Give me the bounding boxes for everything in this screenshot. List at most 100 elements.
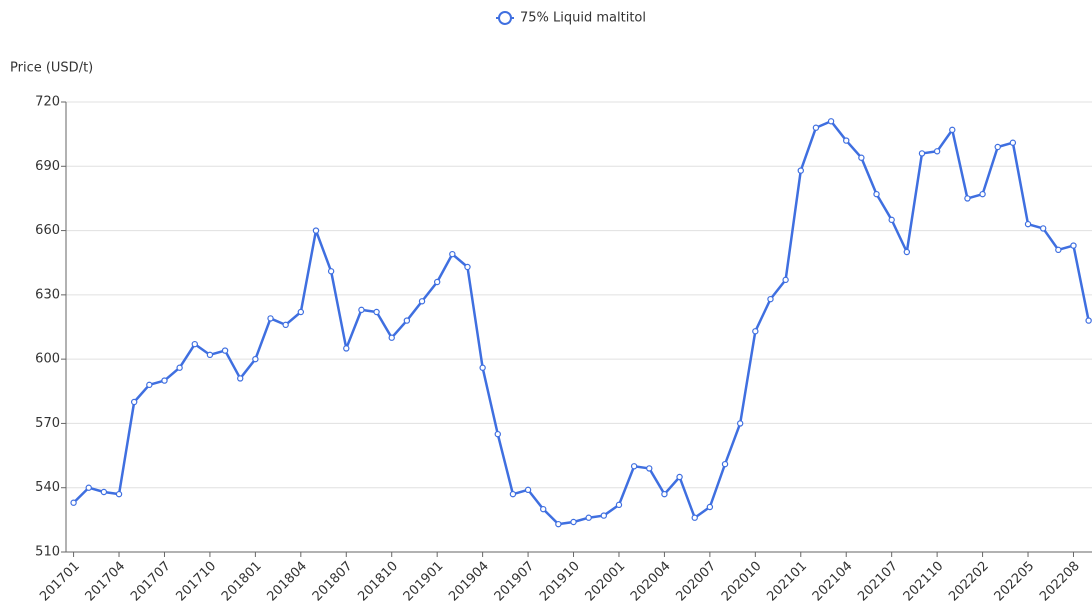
point bbox=[812, 124, 820, 131]
point bbox=[646, 465, 653, 472]
point bbox=[600, 512, 608, 519]
point bbox=[843, 137, 850, 144]
x-tick-label: 201707 bbox=[128, 559, 174, 605]
x-tick-label: 202001 bbox=[583, 559, 629, 605]
point bbox=[949, 126, 956, 134]
point bbox=[130, 398, 138, 406]
point bbox=[418, 298, 426, 305]
point bbox=[494, 430, 501, 438]
x-tick-label: 202205 bbox=[992, 559, 1038, 605]
y-tick-label: 660 bbox=[35, 223, 60, 238]
x-tick-label: 201710 bbox=[174, 559, 220, 605]
point bbox=[403, 317, 411, 324]
y-tick-label: 630 bbox=[35, 287, 60, 302]
point bbox=[191, 340, 198, 348]
point bbox=[1055, 246, 1062, 254]
point bbox=[433, 278, 441, 286]
point bbox=[100, 488, 108, 496]
x-tick-label: 202010 bbox=[719, 559, 765, 605]
point bbox=[736, 420, 744, 427]
point bbox=[297, 308, 305, 316]
point bbox=[252, 355, 259, 363]
point bbox=[449, 250, 456, 258]
point bbox=[858, 154, 865, 161]
point bbox=[282, 321, 289, 329]
y-axis-label: Price (USD/t) bbox=[10, 61, 93, 76]
legend-marker bbox=[498, 11, 512, 25]
point bbox=[176, 364, 183, 371]
y-tick-label: 720 bbox=[35, 95, 60, 110]
point bbox=[479, 364, 486, 371]
point bbox=[85, 484, 92, 491]
point bbox=[827, 118, 835, 125]
point bbox=[752, 328, 759, 335]
x-tick-label: 201810 bbox=[355, 559, 401, 605]
point bbox=[1024, 220, 1032, 228]
point bbox=[524, 486, 532, 494]
point bbox=[373, 308, 380, 316]
point bbox=[979, 190, 986, 198]
point bbox=[146, 381, 153, 389]
x-tick-label: 201901 bbox=[401, 559, 447, 605]
x-tick-label: 201904 bbox=[446, 559, 492, 605]
x-tick-label: 201704 bbox=[83, 559, 129, 605]
point bbox=[267, 315, 274, 322]
x-tick-label: 201801 bbox=[219, 559, 265, 605]
point bbox=[464, 263, 471, 271]
point bbox=[70, 499, 77, 506]
x-tick-label: 202202 bbox=[946, 559, 992, 605]
y-tick-label: 510 bbox=[35, 545, 60, 560]
point bbox=[721, 460, 729, 468]
point bbox=[540, 505, 547, 513]
x-tick-label: 202101 bbox=[764, 559, 810, 605]
point bbox=[691, 514, 698, 521]
point bbox=[1070, 242, 1077, 249]
point bbox=[933, 148, 941, 155]
point bbox=[964, 195, 971, 202]
point bbox=[888, 216, 895, 224]
x-tick-label: 201804 bbox=[264, 559, 310, 605]
point bbox=[1039, 225, 1047, 232]
point bbox=[706, 503, 714, 511]
point bbox=[782, 276, 789, 284]
point bbox=[797, 167, 804, 174]
point bbox=[903, 248, 911, 256]
x-tick-label: 202107 bbox=[855, 559, 901, 605]
point bbox=[661, 490, 668, 498]
legend-label: 75% Liquid maltitol bbox=[520, 11, 646, 26]
point bbox=[388, 334, 395, 341]
point bbox=[767, 295, 774, 303]
point bbox=[358, 306, 365, 314]
x-tick-label: 202110 bbox=[901, 559, 947, 605]
y-tick-label: 600 bbox=[35, 352, 60, 367]
point bbox=[343, 345, 350, 352]
x-tick-label: 201907 bbox=[492, 559, 538, 605]
point bbox=[555, 520, 562, 528]
point bbox=[918, 150, 926, 157]
x-tick-label: 201910 bbox=[537, 559, 583, 605]
point bbox=[312, 227, 320, 234]
y-tick-label: 540 bbox=[35, 480, 60, 495]
point bbox=[585, 514, 592, 521]
y-tick-label: 570 bbox=[35, 416, 60, 431]
point bbox=[873, 190, 880, 198]
x-tick-label: 202104 bbox=[810, 559, 856, 605]
y-tick-label: 690 bbox=[35, 159, 60, 174]
point bbox=[327, 268, 335, 275]
point bbox=[615, 501, 623, 509]
point bbox=[570, 518, 577, 526]
point bbox=[676, 473, 683, 481]
x-tick-label: 201807 bbox=[310, 559, 356, 605]
point bbox=[1085, 317, 1092, 324]
point bbox=[630, 463, 638, 470]
point bbox=[206, 351, 214, 359]
point bbox=[509, 490, 517, 498]
point bbox=[237, 375, 244, 382]
point bbox=[161, 377, 168, 384]
x-tick-label: 201701 bbox=[37, 559, 83, 605]
series-line bbox=[72, 120, 1090, 526]
x-tick-label: 202007 bbox=[673, 559, 719, 605]
point bbox=[1009, 139, 1017, 146]
point bbox=[115, 490, 123, 498]
